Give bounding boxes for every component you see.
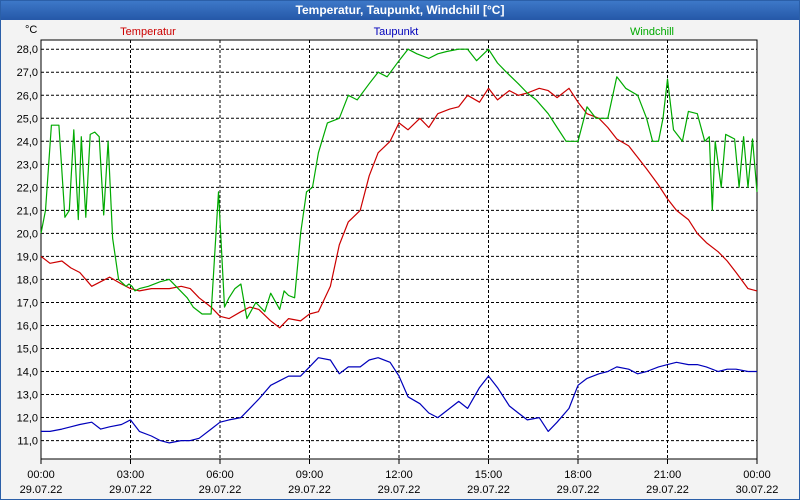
x-tick-time: 06:00 xyxy=(206,469,234,481)
x-tick-date: 29.07.22 xyxy=(378,484,421,496)
x-tick-date: 29.07.22 xyxy=(467,484,510,496)
y-tick-label: 14,0 xyxy=(17,367,38,379)
legend-taupunkt: Taupunkt xyxy=(374,26,419,38)
y-tick-label: 27,0 xyxy=(17,67,38,79)
y-tick-label: 18,0 xyxy=(17,274,38,286)
x-tick-time: 21:00 xyxy=(654,469,682,481)
y-tick-label: 22,0 xyxy=(17,182,38,194)
y-tick-label: 20,0 xyxy=(17,228,38,240)
x-tick-time: 09:00 xyxy=(296,469,324,481)
y-tick-label: 17,0 xyxy=(17,297,38,309)
y-tick-label: 26,0 xyxy=(17,90,38,102)
y-tick-label: 21,0 xyxy=(17,205,38,217)
x-tick-date: 29.07.22 xyxy=(557,484,600,496)
x-tick-date: 29.07.22 xyxy=(288,484,331,496)
legend-temperatur: Temperatur xyxy=(120,26,176,38)
y-tick-label: 15,0 xyxy=(17,343,38,355)
y-tick-label: 16,0 xyxy=(17,320,38,332)
x-tick-date: 29.07.22 xyxy=(199,484,242,496)
x-tick-time: 12:00 xyxy=(385,469,413,481)
y-tick-label: 25,0 xyxy=(17,113,38,125)
chart-title: Temperatur, Taupunkt, Windchill [°C] xyxy=(1,1,799,20)
x-tick-time: 00:00 xyxy=(743,469,771,481)
y-axis-label: °C xyxy=(25,24,37,36)
y-tick-label: 24,0 xyxy=(17,136,38,148)
series-line-taupunkt xyxy=(41,357,757,444)
y-tick-label: 19,0 xyxy=(17,251,38,263)
x-tick-date: 30.07.22 xyxy=(736,484,779,496)
x-tick-time: 18:00 xyxy=(564,469,592,481)
y-tick-label: 11,0 xyxy=(17,436,38,448)
series-line-windchill xyxy=(40,48,758,320)
x-tick-date: 29.07.22 xyxy=(20,484,63,496)
x-tick-date: 29.07.22 xyxy=(109,484,152,496)
x-tick-time: 00:00 xyxy=(27,469,55,481)
x-tick-time: 03:00 xyxy=(117,469,145,481)
y-tick-label: 12,0 xyxy=(17,413,38,425)
x-tick-date: 29.07.22 xyxy=(646,484,689,496)
series-line-temperatur xyxy=(40,87,758,329)
legend-windchill: Windchill xyxy=(630,26,674,38)
y-tick-label: 13,0 xyxy=(17,390,38,402)
y-tick-label: 23,0 xyxy=(17,159,38,171)
x-tick-time: 15:00 xyxy=(475,469,503,481)
y-tick-label: 28,0 xyxy=(17,44,38,56)
plot-area xyxy=(40,39,758,460)
